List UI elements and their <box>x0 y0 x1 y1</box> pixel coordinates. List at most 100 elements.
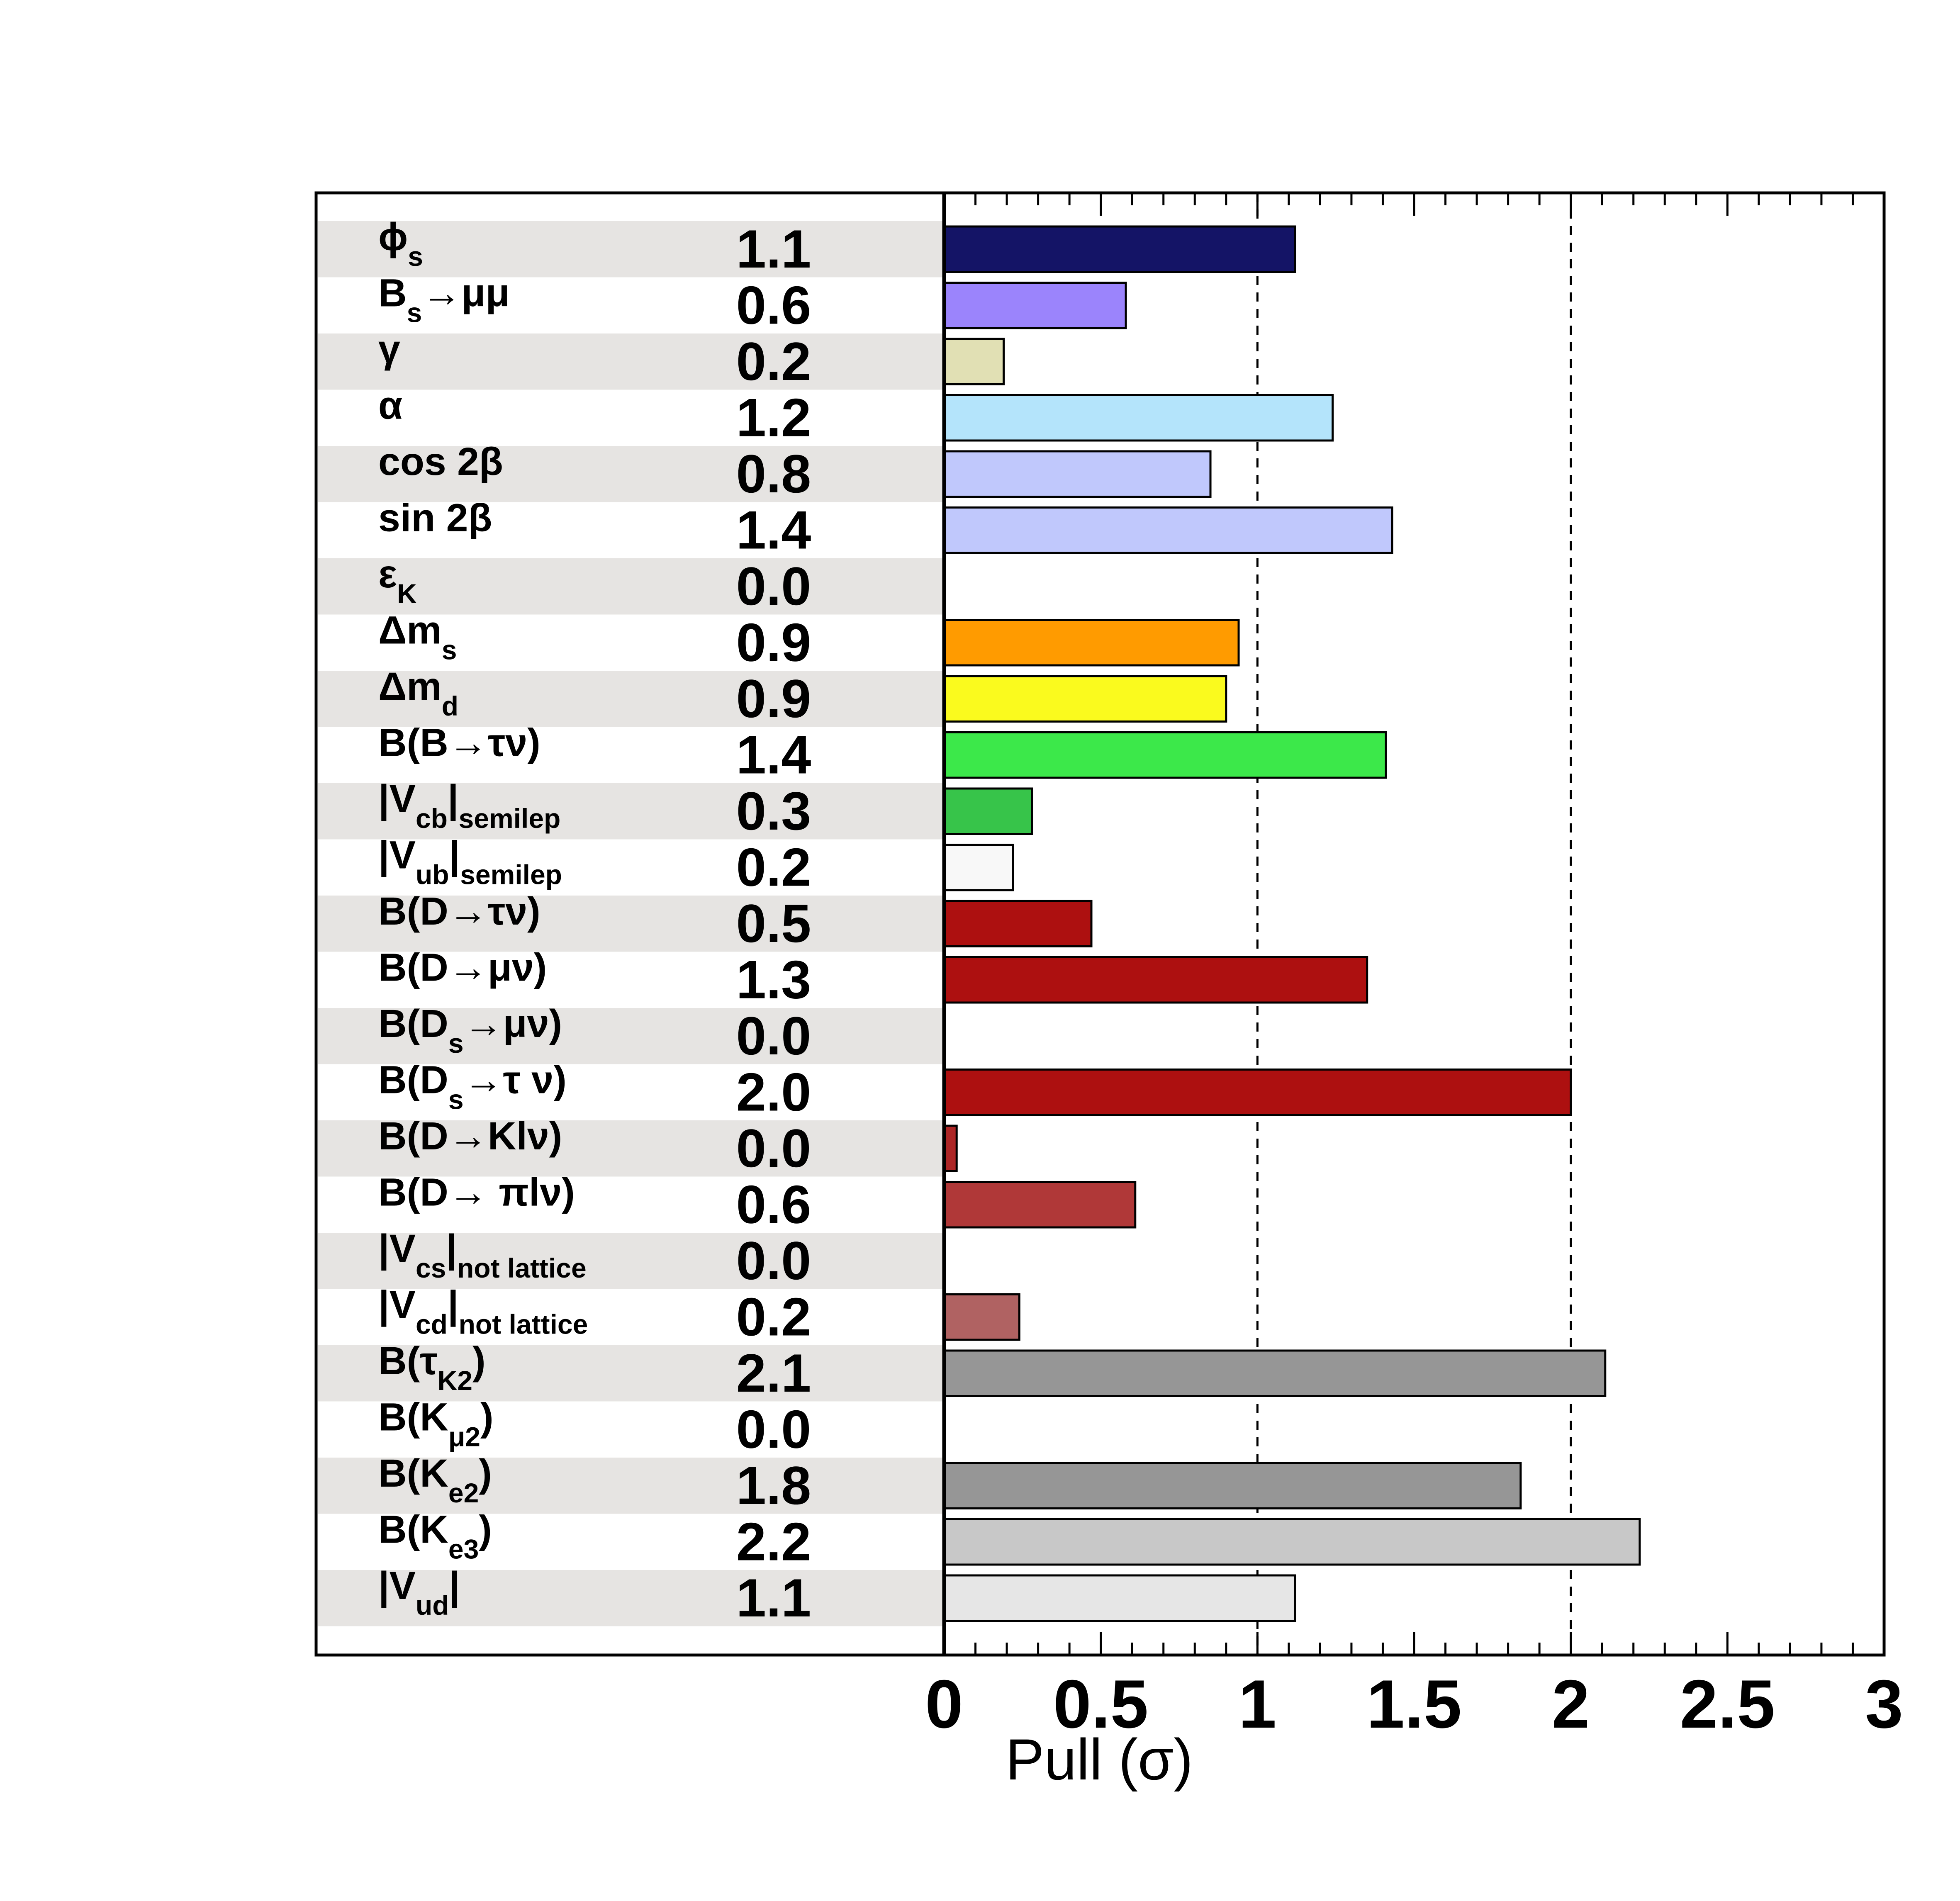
row-label-sub: s <box>407 297 422 328</box>
row-label-main: α <box>378 384 402 428</box>
bar <box>943 619 1240 667</box>
bar <box>943 1069 1572 1116</box>
row-stripe <box>318 1458 944 1514</box>
row-label-suffix: | <box>448 777 459 821</box>
row-label-sub: cb <box>416 803 448 834</box>
bar <box>943 506 1393 554</box>
row-value: 0.0 <box>736 1005 811 1066</box>
row-label-sub: cs <box>416 1253 446 1283</box>
row-label-main: |V <box>378 1564 416 1608</box>
row-stripe <box>318 783 944 840</box>
row-value: 0.6 <box>736 275 811 336</box>
row-value: 0.2 <box>736 331 811 392</box>
row-label-main: |V <box>378 833 416 877</box>
row-value: 0.2 <box>736 837 811 898</box>
row-label-main: B(D→ πlν) <box>378 1171 575 1215</box>
row-value: 2.2 <box>736 1512 811 1572</box>
row-label-main: B(D→μν) <box>378 946 547 990</box>
row-label: B(B→τν) <box>378 721 541 765</box>
row-label-suffix: →τ ν) <box>464 1058 567 1102</box>
row-value: 0.0 <box>736 1399 811 1460</box>
row-value: 2.1 <box>736 1343 811 1403</box>
row-stripe <box>318 333 944 390</box>
row-value: 0.9 <box>736 612 811 673</box>
row-label-suffix: | <box>449 833 460 877</box>
row-label-sub: K2 <box>438 1365 472 1396</box>
row-label-suffix: →μν) <box>464 1002 562 1046</box>
bar <box>943 900 1093 947</box>
row-value: 2.0 <box>736 1062 811 1122</box>
row-label-sub: s <box>448 1084 464 1115</box>
bar <box>943 731 1387 779</box>
row-stripe <box>318 1570 944 1626</box>
tick-label: 2.5 <box>1680 1666 1775 1742</box>
bar <box>943 282 1127 329</box>
row-stripe <box>318 671 944 727</box>
row-label-main: B(D <box>378 1058 448 1102</box>
row-value: 0.8 <box>736 443 811 504</box>
row-value: 1.3 <box>736 949 811 1010</box>
row-label-suffix: ) <box>480 1395 494 1439</box>
bar <box>943 956 1368 1004</box>
row-label-suffix: ) <box>479 1508 492 1552</box>
row-label: B(τK2) <box>378 1339 486 1396</box>
row-label-main: Δm <box>378 664 442 708</box>
row-value: 0.0 <box>736 1230 811 1291</box>
row-value: 1.4 <box>736 500 811 560</box>
row-label-suffix: →μμ <box>422 271 509 315</box>
row-label: |Vud| <box>378 1564 460 1621</box>
row-label-main: B(D <box>378 1002 448 1046</box>
row-label: Δmd <box>378 664 458 721</box>
bars <box>943 225 1641 1622</box>
row-label-sub2: semilep <box>460 859 562 890</box>
row-label: |Vub|semilep <box>378 833 562 890</box>
tick-label: 3 <box>1865 1666 1903 1742</box>
row-label-main: cos 2β <box>378 440 503 484</box>
row-label-main: |V <box>378 1227 416 1271</box>
row-stripe <box>318 1008 944 1064</box>
row-value: 1.1 <box>736 1568 811 1628</box>
row-value: 1.1 <box>736 219 811 279</box>
row-label: sin 2β <box>378 496 492 540</box>
bar <box>943 1293 1020 1341</box>
row-label-sub: e3 <box>448 1534 479 1565</box>
row-label-sub2: not lattice <box>457 1253 587 1283</box>
row-label: |Vcd|not lattice <box>378 1283 588 1340</box>
bar <box>943 675 1227 723</box>
row-label-sub: ub <box>416 859 449 890</box>
bar <box>943 844 1014 891</box>
row-label-main: B <box>378 271 407 315</box>
row-value: 1.2 <box>736 387 811 448</box>
tick-label: 1 <box>1238 1666 1276 1742</box>
bar <box>943 394 1334 442</box>
row-label: |Vcs|not lattice <box>378 1227 587 1283</box>
row-label: B(D→τν) <box>378 889 541 933</box>
row-label-sub: cd <box>416 1309 448 1340</box>
row-label: B(D→μν) <box>378 946 547 990</box>
row-label-main: ε <box>378 552 397 596</box>
row-label: |Vcb|semilep <box>378 777 560 834</box>
bar <box>943 1518 1641 1566</box>
row-stripe <box>318 221 944 277</box>
row-label-sub: s <box>448 1028 464 1059</box>
row-label: cos 2β <box>378 440 503 484</box>
row-label-main: |V <box>378 777 416 821</box>
row-label-main: sin 2β <box>378 496 492 540</box>
row-label-main: B(D→τν) <box>378 889 541 933</box>
row-label-sub: d <box>442 691 458 721</box>
bar <box>943 225 1296 273</box>
row-stripe <box>318 446 944 502</box>
row-value: 0.5 <box>736 893 811 954</box>
row-label-main: B(D→Klν) <box>378 1114 562 1158</box>
row-label-suffix: | <box>446 1227 457 1271</box>
row-value: 0.2 <box>736 1287 811 1347</box>
bar <box>943 1349 1607 1397</box>
row-label-sub: ud <box>416 1590 449 1621</box>
row-stripe <box>318 1120 944 1177</box>
row-label-suffix: | <box>448 1283 459 1327</box>
x-axis-title: Pull (σ) <box>1006 1727 1193 1792</box>
row-label-main: B(K <box>378 1395 448 1439</box>
row-label: B(Ds→τ ν) <box>378 1058 567 1115</box>
